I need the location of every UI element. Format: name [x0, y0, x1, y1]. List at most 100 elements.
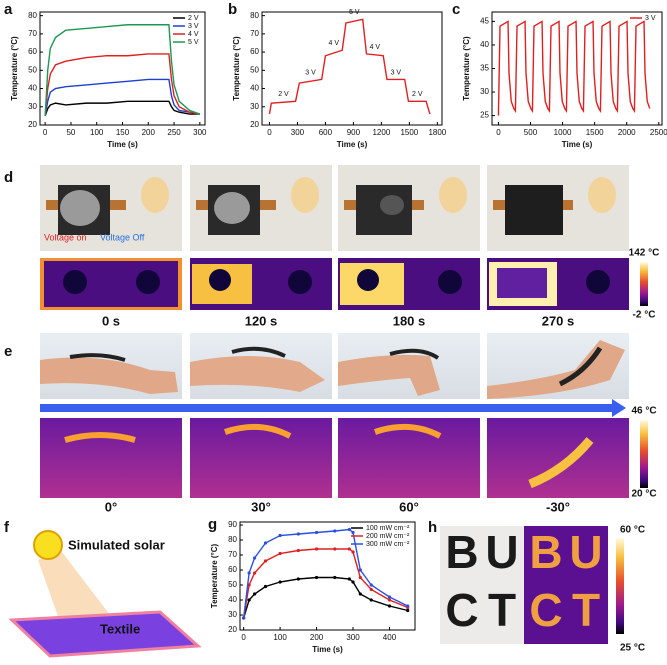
y-tick-label: 90 [228, 520, 237, 529]
y-tick-label: 40 [228, 595, 237, 604]
legend-label: 3 V [645, 15, 656, 22]
point [369, 598, 373, 602]
photo-row [40, 165, 629, 251]
series-line [242, 548, 408, 619]
panel-label: c [452, 1, 460, 18]
x-axis-title: Time (s) [312, 645, 343, 654]
y-axis-title: Temperature (°C) [210, 543, 219, 608]
time-labels: 0 s 120 s 180 s 270 s [102, 313, 574, 328]
x-tick-label: 2000 [618, 128, 636, 137]
point [314, 547, 319, 551]
x-tick-label: 2500 [650, 128, 667, 137]
point [406, 604, 410, 608]
x-tick-label: 300 [291, 128, 305, 137]
thermal-image [40, 418, 182, 498]
voltage-on-label: Voltage on [44, 232, 87, 242]
thermal-image [487, 258, 629, 310]
angle-label: 60° [399, 499, 419, 514]
y-tick-label: 50 [28, 65, 37, 74]
thermal-image [190, 258, 332, 310]
letter-thermal: U [569, 526, 602, 578]
voltage-off-label: Voltage Off [100, 232, 145, 242]
series-line [44, 53, 200, 116]
illustration [8, 530, 202, 658]
point [351, 580, 355, 584]
x-tick-label: 100 [273, 633, 287, 642]
y-axis-title: Temperature (°C) [462, 36, 471, 101]
x-tick-label: 300 [193, 128, 207, 137]
letter: U [485, 526, 518, 578]
x-tick-label: 1000 [554, 128, 572, 137]
point [242, 616, 246, 620]
y-tick-label: 50 [228, 580, 237, 589]
point [387, 595, 392, 599]
point [247, 598, 251, 602]
colorbar-min: 25 °C [620, 643, 645, 654]
point [358, 575, 362, 580]
y-tick-label: 60 [250, 47, 259, 56]
x-tick-label: 600 [319, 128, 333, 137]
y-tick-label: 80 [250, 11, 259, 20]
panel-label: g [208, 516, 217, 533]
point [333, 575, 337, 580]
x-axis-title: Time (s) [107, 140, 138, 149]
x-tick-label: 50 [66, 128, 75, 137]
point [314, 530, 319, 535]
y-tick-label: 30 [250, 102, 259, 111]
y-tick-label: 70 [228, 550, 237, 559]
point [247, 571, 251, 575]
y-tick-label: 70 [250, 29, 259, 38]
angle-label: 0° [105, 499, 117, 514]
thermal-image [338, 418, 480, 498]
point [278, 551, 282, 556]
sample-label: Textile [100, 621, 140, 636]
panel-label: a [4, 1, 13, 18]
x-tick-label: 150 [116, 128, 130, 137]
point [387, 598, 392, 602]
photo [487, 165, 629, 251]
point [263, 541, 268, 545]
point [333, 547, 337, 551]
x-tick-label: 1200 [372, 128, 390, 137]
x-tick-label: 100 [90, 128, 104, 137]
point [252, 556, 257, 560]
x-tick-label: 400 [383, 633, 397, 642]
letters: B BU UC CT T [445, 526, 602, 636]
photo [190, 165, 332, 251]
colorbar [640, 420, 648, 488]
y-tick-label: 70 [28, 29, 37, 38]
y-tick-label: 30 [228, 610, 237, 619]
point [369, 587, 373, 592]
y-axis-title: Temperature (°C) [10, 36, 19, 101]
point [263, 559, 268, 563]
time-label: 120 s [245, 313, 278, 328]
y-tick-label: 80 [28, 11, 37, 20]
series-line [242, 576, 408, 619]
legend-label: 3 V [188, 23, 199, 30]
angle-label: -30° [546, 499, 570, 514]
photo [338, 165, 480, 251]
legend-label: 4 V [188, 31, 199, 38]
letter: B [445, 526, 478, 578]
x-tick-label: 1500 [586, 128, 604, 137]
annotation: 2 V [278, 91, 289, 98]
x-tick-label: 1500 [400, 128, 418, 137]
letter: C [445, 584, 478, 636]
photo [440, 526, 524, 644]
x-axis-title: Time (s) [562, 140, 593, 149]
x-tick-label: 300 [346, 633, 360, 642]
y-tick-label: 20 [28, 120, 37, 129]
photo [40, 165, 182, 251]
time-label: 270 s [542, 313, 575, 328]
panel-label: f [4, 519, 10, 536]
plot-frame [261, 11, 443, 126]
thermal-image [487, 418, 629, 498]
point [406, 608, 410, 613]
point [333, 529, 337, 533]
y-tick-label: 40 [480, 40, 489, 49]
legend-label: 2 V [188, 15, 199, 22]
point [296, 548, 300, 553]
point [252, 592, 257, 596]
point [263, 584, 268, 589]
